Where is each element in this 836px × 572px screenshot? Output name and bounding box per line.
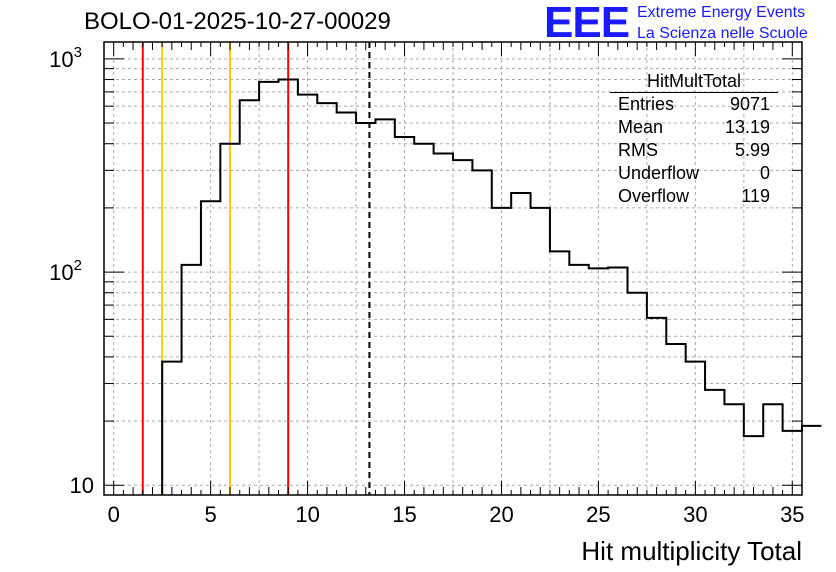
x-axis-label: Hit multiplicity Total: [581, 536, 802, 566]
y-tick-label: 102: [49, 257, 82, 285]
histogram-bin: [569, 265, 588, 495]
stats-value: 0: [759, 163, 770, 183]
x-tick-label: 0: [108, 502, 120, 527]
histogram-bin: [375, 119, 394, 495]
histogram-bin: [162, 362, 181, 495]
stats-row-mean: Mean 13.19: [610, 116, 778, 139]
histogram-bin: [337, 113, 356, 495]
histogram-bin: [763, 404, 782, 495]
plot-title: BOLO-01-2025-10-27-00029: [84, 8, 391, 35]
histogram-bin: [492, 208, 511, 495]
histogram-bin: [589, 268, 608, 495]
histogram-bin: [201, 201, 220, 495]
stats-label: Underflow: [618, 163, 700, 183]
histogram-bin: [705, 390, 724, 495]
histogram-bin: [531, 208, 550, 495]
stats-value: 9071: [729, 94, 770, 114]
histogram-bin: [434, 153, 453, 495]
histogram-bin: [724, 404, 743, 495]
stats-value: 119: [741, 186, 770, 206]
stats-label: Mean: [618, 117, 664, 137]
histogram-bin: [298, 95, 317, 495]
x-tick-label: 15: [392, 502, 416, 527]
histogram-bin: [550, 251, 569, 495]
histogram-bin: [317, 103, 336, 495]
stats-row-rms: RMS 5.99: [610, 139, 778, 162]
stats-label: Overflow: [618, 186, 690, 206]
histogram-bin: [453, 160, 472, 495]
stats-value: 13.19: [724, 117, 770, 137]
logo-line-1: Extreme Energy Events: [637, 4, 806, 21]
stats-box: HitMultTotal Entries 9071 Mean 13.19 RMS…: [610, 70, 778, 208]
x-tick-label: 35: [780, 502, 804, 527]
stats-row-overflow: Overflow 119: [610, 185, 778, 208]
histogram-bin: [259, 82, 278, 495]
histogram-bin: [414, 144, 433, 495]
x-tick-label: 5: [205, 502, 217, 527]
y-tick-label: 10: [70, 473, 94, 498]
histogram-bin: [279, 80, 298, 495]
histogram-bin: [511, 193, 530, 495]
stats-value: 5.99: [734, 140, 770, 160]
stats-row-entries: Entries 9071: [610, 93, 778, 116]
histogram-bin: [182, 265, 201, 495]
histogram-bin: [220, 144, 239, 495]
histogram-bin: [395, 137, 414, 495]
x-tick-label: 20: [489, 502, 513, 527]
eee-logo: EEE: [544, 0, 630, 47]
histogram-bin: [356, 123, 375, 495]
histogram-bin: [608, 268, 627, 495]
stats-box-title: HitMultTotal: [610, 70, 778, 93]
histogram-bin: [472, 170, 491, 495]
stats-label: RMS: [618, 140, 658, 160]
histogram-bin: [628, 293, 647, 495]
x-tick-label: 10: [295, 502, 319, 527]
histogram-bin: [647, 318, 666, 495]
logo-line-2: La Scienza nelle Scuole: [637, 25, 808, 42]
histogram-bin: [240, 100, 259, 495]
histogram-bin: [802, 426, 821, 495]
histogram-bin: [744, 436, 763, 495]
x-tick-label: 30: [683, 502, 707, 527]
x-tick-label: 25: [586, 502, 610, 527]
stats-label: Entries: [618, 94, 675, 114]
y-tick-label: 103: [49, 44, 82, 72]
histogram-outline: [161, 78, 822, 495]
histogram-bin: [666, 344, 685, 495]
histogram-bin: [686, 362, 705, 495]
stats-row-underflow: Underflow 0: [610, 162, 778, 185]
